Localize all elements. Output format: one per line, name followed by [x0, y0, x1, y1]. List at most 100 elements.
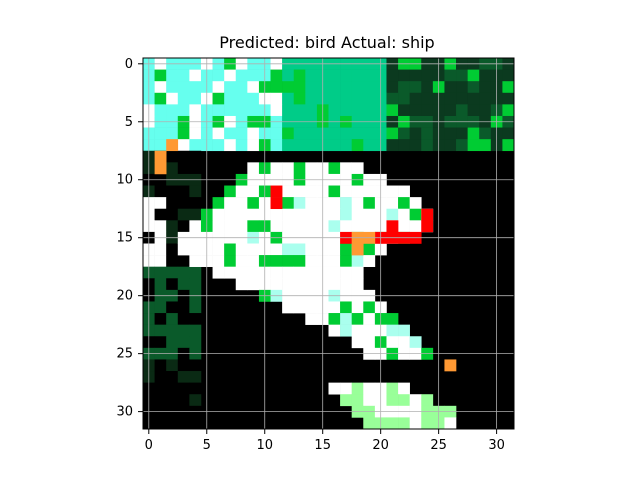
- image-pixel: [363, 324, 376, 337]
- image-pixel: [398, 382, 410, 395]
- image-pixel: [270, 92, 283, 105]
- image-pixel: [479, 69, 492, 82]
- image-pixel: [363, 104, 376, 117]
- image-pixel: [363, 139, 376, 152]
- image-pixel: [340, 243, 352, 256]
- image-pixel: [386, 139, 399, 152]
- image-pixel: [270, 104, 283, 117]
- image-pixel: [409, 208, 422, 221]
- image-pixel: [270, 81, 283, 94]
- image-pixel: [502, 104, 515, 117]
- image-pixel: [154, 371, 167, 383]
- image-pixel: [154, 69, 167, 82]
- image-pixel: [247, 162, 260, 175]
- image-pixel: [328, 301, 341, 314]
- image-pixel: [421, 81, 434, 94]
- image-pixel: [502, 81, 515, 94]
- image-pixel: [154, 127, 167, 140]
- image-pixel: [282, 162, 295, 175]
- image-pixel: [224, 81, 237, 94]
- image-pixel: [340, 382, 352, 395]
- image-pixel: [177, 139, 190, 152]
- image-pixel: [154, 162, 167, 175]
- image-pixel: [305, 69, 318, 82]
- image-pixel: [328, 255, 341, 267]
- image-pixel: [177, 394, 190, 407]
- image-pixel: [363, 208, 376, 221]
- image-pixel: [166, 371, 179, 383]
- image-pixel: [305, 197, 318, 210]
- image-pixel: [351, 208, 364, 221]
- image-pixel: [282, 81, 295, 94]
- image-pixel: [456, 92, 468, 105]
- image-pixel: [189, 185, 202, 198]
- y-tick-label: 5: [125, 115, 133, 130]
- x-tick-label: 30: [488, 438, 505, 453]
- image-pixel: [224, 197, 237, 210]
- image-pixel: [363, 301, 376, 314]
- image-pixel: [166, 185, 179, 198]
- image-pixel: [351, 278, 364, 291]
- image-pixel: [270, 127, 283, 140]
- image-pixel: [386, 394, 399, 407]
- image-pixel: [386, 127, 399, 140]
- image-pixel: [247, 197, 260, 210]
- image-pixel: [282, 139, 295, 152]
- image-pixel: [328, 69, 341, 82]
- image-pixel: [305, 266, 318, 279]
- image-pixel: [351, 220, 364, 233]
- image-pixel: [293, 220, 306, 233]
- image-pixel: [328, 185, 341, 198]
- image-pixel: [235, 220, 248, 233]
- image-pixel: [212, 104, 225, 117]
- image-pixel: [189, 208, 202, 221]
- image-pixel: [166, 382, 179, 395]
- chart-title: Predicted: bird Actual: ship: [219, 33, 434, 52]
- image-pixel: [502, 92, 515, 105]
- image-pixel: [282, 255, 295, 267]
- image-pixel: [340, 394, 352, 407]
- image-pixel: [189, 336, 202, 349]
- image-pixel: [166, 104, 179, 117]
- image-pixel: [154, 255, 167, 267]
- image-pixel: [293, 266, 306, 279]
- image-pixel: [328, 208, 341, 221]
- image-pixel: [166, 336, 179, 349]
- image-pixel: [456, 81, 468, 94]
- image-pixel: [340, 81, 352, 94]
- image-pixel: [398, 81, 410, 94]
- image-pixel: [154, 81, 167, 94]
- image-pixel: [224, 208, 237, 221]
- image-pixel: [154, 220, 167, 233]
- image-pixel: [270, 69, 283, 82]
- image-pixel: [189, 81, 202, 94]
- image-pixel: [282, 197, 295, 210]
- image-pixel: [282, 220, 295, 233]
- image-pixel: [444, 104, 457, 117]
- image-pixel: [293, 197, 306, 210]
- image-pixel: [351, 197, 364, 210]
- image-pixel: [340, 92, 352, 105]
- image-pixel: [421, 104, 434, 117]
- image-pixel: [305, 185, 318, 198]
- image-pixel: [189, 127, 202, 140]
- image-pixel: [235, 104, 248, 117]
- image-pixel: [224, 185, 237, 198]
- image-pixel: [398, 417, 410, 430]
- image-pixel: [328, 81, 341, 94]
- image-pixel: [328, 313, 341, 325]
- image-pixel: [351, 394, 364, 407]
- image-pixel: [409, 220, 422, 233]
- image-pixel: [293, 81, 306, 94]
- image-pixel: [398, 69, 410, 82]
- image-pixel: [340, 255, 352, 267]
- image-pixel: [386, 69, 399, 82]
- image-pixel: [189, 162, 202, 175]
- image-pixel: [456, 127, 468, 140]
- image-pixel: [386, 104, 399, 117]
- image-pixel: [166, 150, 179, 163]
- image-pixel: [177, 104, 190, 117]
- plot-area: [142, 57, 515, 430]
- image-pixel: [177, 255, 190, 267]
- image-pixel: [479, 104, 492, 117]
